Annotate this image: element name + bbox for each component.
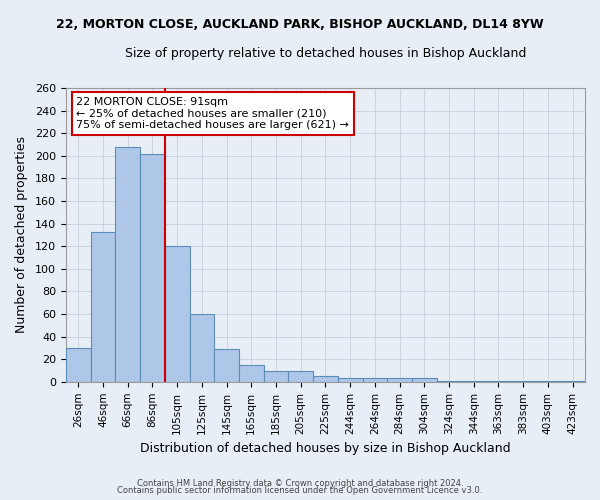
Bar [190,314,214,382]
Bar [560,380,585,382]
Bar [91,232,115,382]
Bar [461,380,486,382]
Title: Size of property relative to detached houses in Bishop Auckland: Size of property relative to detached ho… [125,48,526,60]
Bar [412,378,437,382]
Bar [140,154,165,382]
Bar [486,380,511,382]
Bar [511,380,536,382]
Bar [338,378,362,382]
X-axis label: Distribution of detached houses by size in Bishop Auckland: Distribution of detached houses by size … [140,442,511,455]
Bar [263,370,289,382]
Bar [115,147,140,382]
Bar [387,378,412,382]
Bar [66,348,91,382]
Text: Contains HM Land Registry data © Crown copyright and database right 2024.: Contains HM Land Registry data © Crown c… [137,478,463,488]
Text: 22, MORTON CLOSE, AUCKLAND PARK, BISHOP AUCKLAND, DL14 8YW: 22, MORTON CLOSE, AUCKLAND PARK, BISHOP … [56,18,544,30]
Bar [239,365,263,382]
Bar [214,349,239,382]
Text: 22 MORTON CLOSE: 91sqm
← 25% of detached houses are smaller (210)
75% of semi-de: 22 MORTON CLOSE: 91sqm ← 25% of detached… [76,97,349,130]
Bar [362,378,387,382]
Bar [165,246,190,382]
Bar [536,380,560,382]
Text: Contains public sector information licensed under the Open Government Licence v3: Contains public sector information licen… [118,486,482,495]
Bar [289,370,313,382]
Bar [437,380,461,382]
Bar [313,376,338,382]
Y-axis label: Number of detached properties: Number of detached properties [15,136,28,334]
